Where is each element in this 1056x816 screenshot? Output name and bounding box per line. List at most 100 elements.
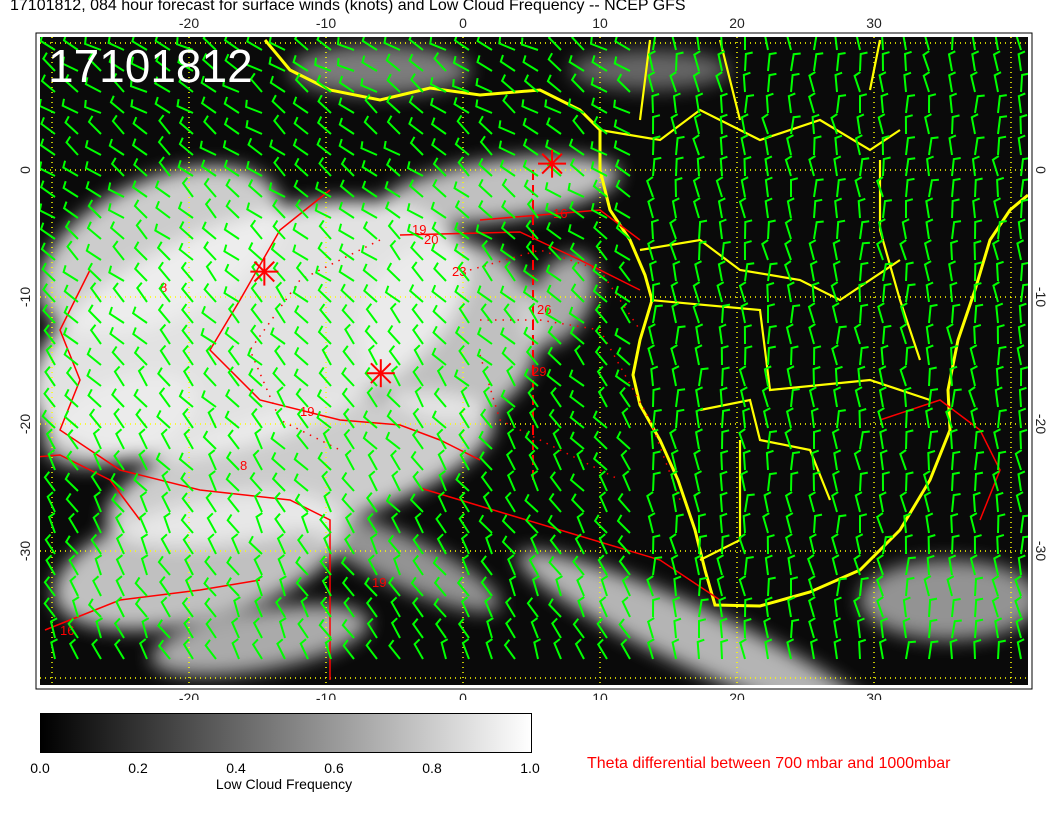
wind-barb	[454, 284, 470, 303]
wind-barb	[435, 512, 447, 534]
wind-barb	[251, 408, 263, 429]
wind-barb	[808, 617, 816, 639]
wind-barb	[767, 345, 776, 366]
wind-barb	[486, 617, 494, 639]
wind-barb	[247, 179, 263, 198]
wind-barb	[344, 323, 355, 345]
wind-barb	[247, 348, 263, 366]
wind-barb	[385, 494, 401, 513]
wind-barb	[614, 37, 631, 51]
wind-barb	[40, 242, 56, 261]
wind-barb	[292, 222, 309, 240]
wind-barb	[675, 408, 685, 429]
wind-barb	[899, 449, 907, 471]
wind-barb	[973, 282, 982, 303]
wind-barb	[547, 325, 562, 345]
wind-barb	[522, 285, 539, 303]
wind-barb	[294, 73, 309, 93]
country-border	[599, 108, 901, 152]
wind-barb	[834, 71, 843, 93]
wind-barb	[182, 533, 194, 555]
wind-barb	[316, 116, 332, 135]
wind-barb	[525, 514, 539, 534]
wind-barb	[1020, 535, 1028, 555]
wind-barb	[68, 554, 79, 576]
wind-barb	[675, 513, 684, 534]
wind-barb	[157, 639, 171, 660]
wind-barb	[694, 260, 702, 282]
wind-barb	[338, 223, 355, 240]
wind-barb	[544, 202, 562, 219]
wind-barb	[853, 596, 861, 618]
wind-barb	[693, 50, 701, 72]
wind-barb	[341, 471, 355, 492]
wind-barb	[744, 493, 755, 513]
wind-barb	[951, 619, 962, 639]
wind-barb	[621, 596, 631, 618]
wind-barbs	[40, 37, 1028, 660]
wind-barb	[785, 323, 794, 345]
wind-barb	[86, 221, 102, 240]
wind-barb	[293, 473, 309, 492]
wind-barb	[293, 368, 309, 387]
wind-barb	[997, 513, 1006, 534]
wind-barb	[928, 366, 937, 387]
wind-barb	[995, 365, 1004, 387]
wind-barb	[386, 73, 401, 93]
wind-barb	[87, 598, 102, 618]
wind-barb	[742, 512, 751, 534]
contour-line	[479, 209, 641, 241]
wind-barb	[652, 135, 661, 156]
wind-barb	[367, 449, 378, 471]
wind-barb	[276, 533, 286, 555]
wind-barb	[250, 324, 263, 345]
wind-barb	[203, 115, 217, 135]
wind-barb	[140, 533, 149, 555]
wind-barb	[974, 261, 983, 282]
wind-barb	[317, 325, 332, 345]
wind-barb	[138, 449, 148, 471]
wind-barb	[525, 240, 539, 261]
wind-barb	[523, 326, 539, 345]
wind-barb	[813, 198, 823, 219]
wind-barb	[764, 155, 773, 177]
wind-barb	[155, 452, 171, 471]
wind-barb	[386, 94, 401, 114]
wind-barb	[226, 556, 240, 576]
wind-barb	[548, 241, 562, 261]
bottom-lon-tick: 10	[592, 690, 608, 700]
wind-barb	[86, 347, 102, 366]
wind-barb	[482, 365, 493, 387]
wind-barb	[594, 345, 608, 366]
wind-barb	[811, 113, 820, 135]
wind-barb	[951, 37, 954, 51]
wind-barb	[645, 176, 654, 198]
wind-barb	[408, 95, 424, 114]
wind-barb	[854, 491, 863, 513]
wind-barb	[614, 202, 631, 219]
wind-barb	[230, 533, 240, 555]
wind-barb	[45, 554, 56, 576]
wind-barb	[647, 71, 656, 93]
wind-barb	[719, 113, 728, 135]
wind-barb	[225, 472, 240, 492]
wind-barb	[131, 306, 148, 324]
wind-barb	[853, 554, 861, 576]
wind-barb	[522, 138, 539, 156]
wind-barb	[786, 281, 795, 303]
wind-barb	[109, 326, 125, 345]
wind-barb	[571, 261, 585, 282]
wind-barb	[854, 386, 863, 408]
wind-barb	[293, 179, 309, 198]
wind-barb	[520, 37, 539, 51]
wind-barb	[114, 512, 125, 534]
country-border	[878, 160, 922, 361]
wind-barb	[225, 388, 240, 408]
wind-barb	[135, 219, 148, 240]
wind-barb	[698, 598, 709, 618]
wind-barb	[622, 470, 631, 492]
wind-barb	[365, 639, 378, 660]
wind-barb	[246, 202, 263, 219]
wind-barb	[205, 617, 217, 639]
wind-barb	[276, 638, 286, 660]
